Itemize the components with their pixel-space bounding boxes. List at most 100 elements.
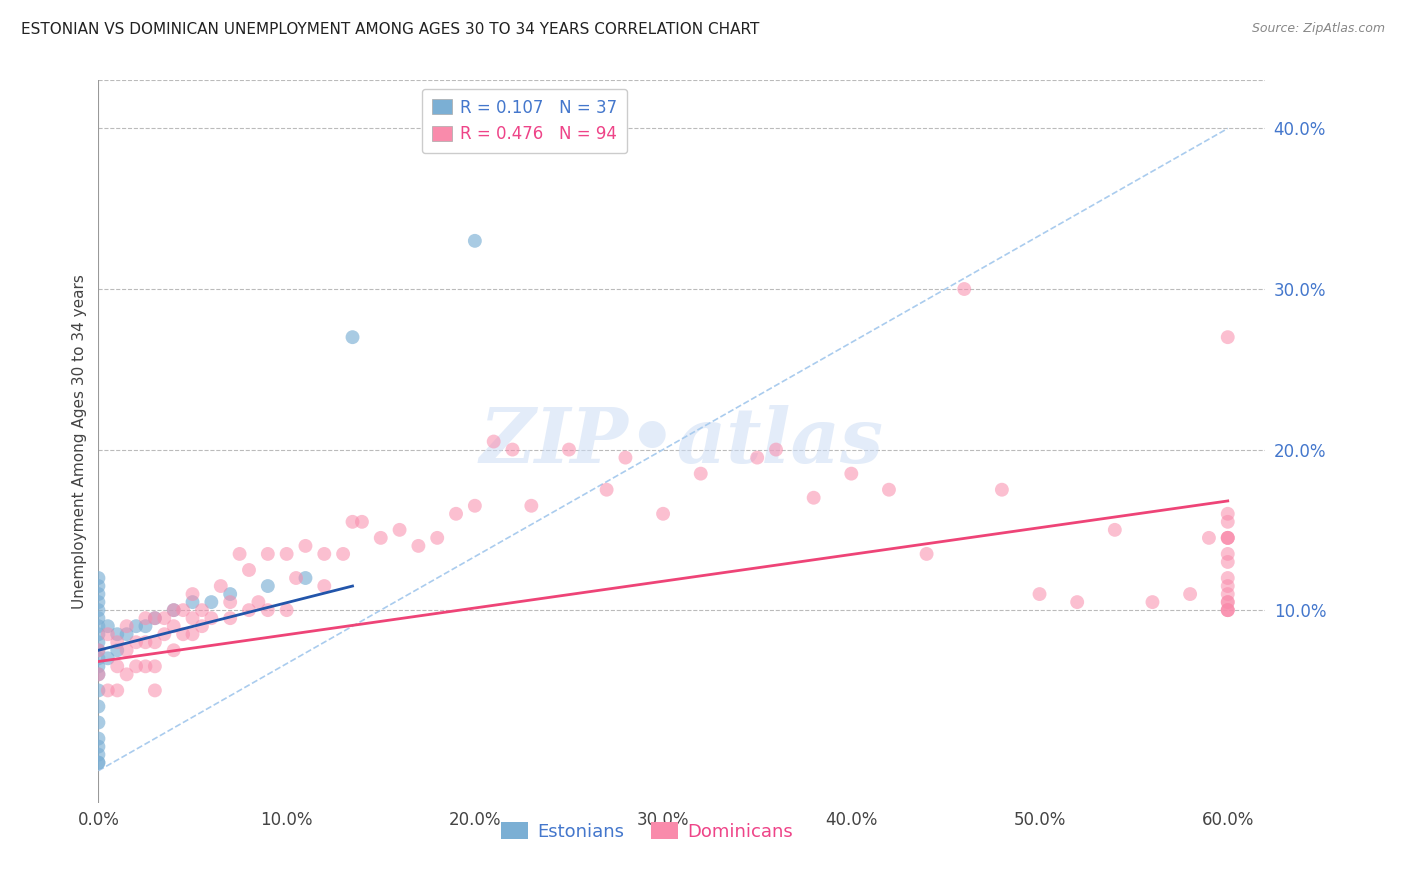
Point — [87, 667, 110, 681]
Point — [143, 683, 166, 698]
Point — [181, 587, 204, 601]
Point — [97, 683, 120, 698]
Point — [747, 450, 769, 465]
Point — [125, 635, 148, 649]
Point — [256, 579, 278, 593]
Point — [143, 659, 166, 673]
Point — [153, 611, 176, 625]
Point — [87, 731, 110, 746]
Point — [689, 467, 711, 481]
Point — [765, 442, 787, 457]
Point — [87, 603, 110, 617]
Point — [1216, 603, 1239, 617]
Point — [464, 234, 486, 248]
Point — [228, 547, 250, 561]
Point — [1216, 595, 1239, 609]
Point — [332, 547, 354, 561]
Point — [803, 491, 825, 505]
Point — [464, 499, 486, 513]
Point — [1216, 603, 1239, 617]
Point — [115, 619, 138, 633]
Point — [1142, 595, 1164, 609]
Point — [115, 643, 138, 657]
Point — [877, 483, 900, 497]
Point — [219, 611, 242, 625]
Point — [1216, 595, 1239, 609]
Point — [1198, 531, 1220, 545]
Point — [256, 603, 278, 617]
Point — [97, 627, 120, 641]
Point — [87, 739, 110, 754]
Text: Source: ZipAtlas.com: Source: ZipAtlas.com — [1251, 22, 1385, 36]
Point — [87, 587, 110, 601]
Point — [143, 635, 166, 649]
Point — [105, 659, 128, 673]
Point — [191, 603, 214, 617]
Text: ZIP•atlas: ZIP•atlas — [479, 405, 884, 478]
Point — [294, 571, 316, 585]
Point — [1216, 531, 1239, 545]
Point — [953, 282, 976, 296]
Point — [163, 619, 186, 633]
Point — [219, 587, 242, 601]
Point — [105, 627, 128, 641]
Point — [276, 603, 298, 617]
Point — [652, 507, 675, 521]
Point — [87, 579, 110, 593]
Point — [105, 635, 128, 649]
Point — [238, 603, 260, 617]
Point — [87, 747, 110, 762]
Point — [87, 635, 110, 649]
Point — [595, 483, 617, 497]
Point — [181, 627, 204, 641]
Point — [172, 603, 194, 617]
Point — [209, 579, 232, 593]
Point — [370, 531, 392, 545]
Point — [1104, 523, 1126, 537]
Point — [558, 442, 581, 457]
Point — [105, 683, 128, 698]
Point — [87, 683, 110, 698]
Point — [294, 539, 316, 553]
Point — [125, 619, 148, 633]
Point — [97, 619, 120, 633]
Point — [342, 330, 364, 344]
Point — [238, 563, 260, 577]
Point — [276, 547, 298, 561]
Point — [256, 547, 278, 561]
Point — [1216, 531, 1239, 545]
Point — [200, 611, 222, 625]
Point — [314, 579, 336, 593]
Point — [1216, 587, 1239, 601]
Legend: Estonians, Dominicans: Estonians, Dominicans — [494, 815, 800, 848]
Point — [87, 659, 110, 673]
Point — [426, 531, 449, 545]
Point — [350, 515, 373, 529]
Point — [172, 627, 194, 641]
Point — [87, 595, 110, 609]
Point — [87, 571, 110, 585]
Point — [163, 603, 186, 617]
Point — [87, 715, 110, 730]
Point — [991, 483, 1014, 497]
Point — [97, 651, 120, 665]
Point — [482, 434, 505, 449]
Point — [839, 467, 862, 481]
Point — [87, 699, 110, 714]
Point — [247, 595, 270, 609]
Point — [87, 643, 110, 657]
Point — [87, 756, 110, 770]
Point — [1216, 547, 1239, 561]
Point — [1216, 531, 1239, 545]
Point — [444, 507, 467, 521]
Text: ESTONIAN VS DOMINICAN UNEMPLOYMENT AMONG AGES 30 TO 34 YEARS CORRELATION CHART: ESTONIAN VS DOMINICAN UNEMPLOYMENT AMONG… — [21, 22, 759, 37]
Point — [614, 450, 637, 465]
Point — [1216, 603, 1239, 617]
Point — [163, 643, 186, 657]
Point — [134, 619, 156, 633]
Point — [388, 523, 411, 537]
Point — [1216, 507, 1239, 521]
Point — [153, 627, 176, 641]
Point — [200, 595, 222, 609]
Point — [143, 611, 166, 625]
